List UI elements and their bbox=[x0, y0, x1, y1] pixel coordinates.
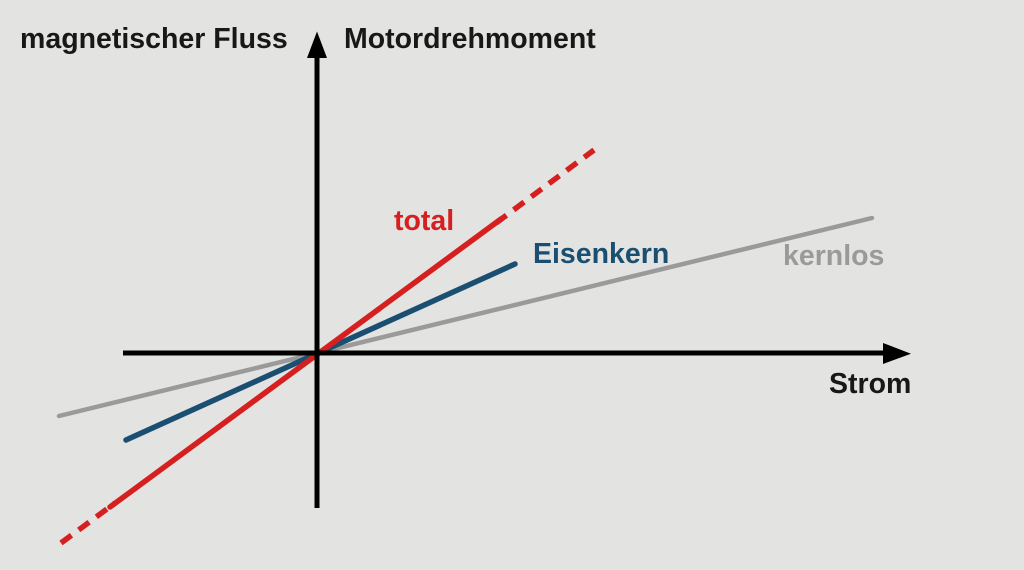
svg-text:kernlos: kernlos bbox=[783, 240, 884, 272]
svg-text:total: total bbox=[394, 205, 454, 237]
svg-text:Motordrehmoment: Motordrehmoment bbox=[344, 23, 596, 55]
svg-text:magnetischer Fluss: magnetischer Fluss bbox=[20, 23, 288, 55]
svg-text:Eisenkern: Eisenkern bbox=[533, 238, 669, 270]
svg-text:Strom: Strom bbox=[829, 368, 911, 400]
